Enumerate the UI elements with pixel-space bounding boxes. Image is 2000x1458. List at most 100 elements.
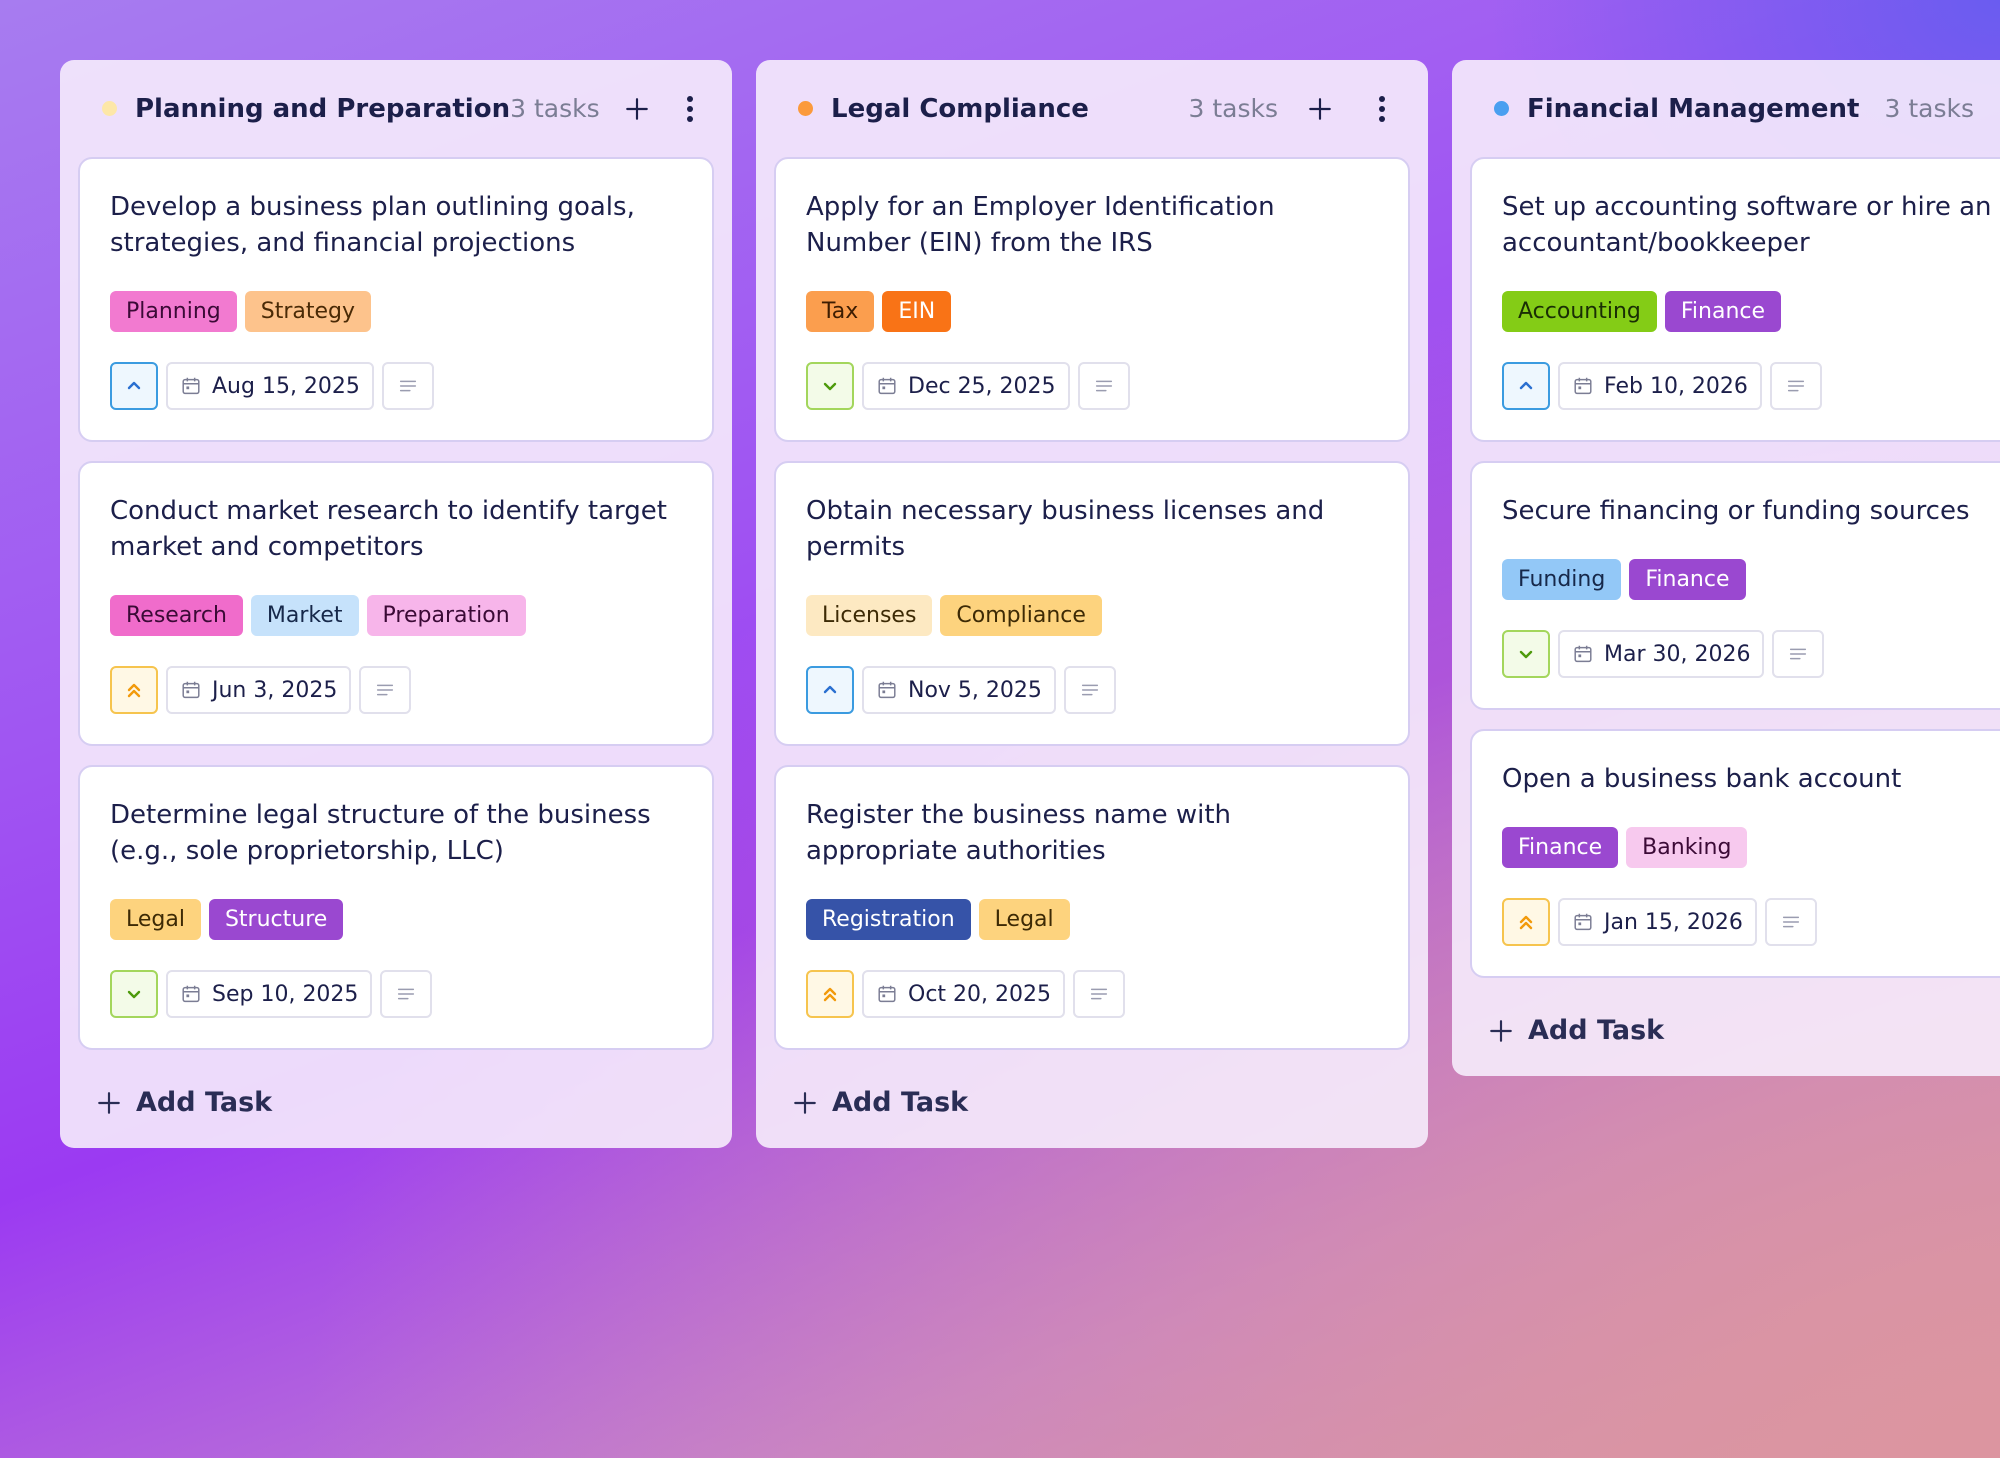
tag-list: Registration Legal [806, 899, 1378, 940]
column: Planning and Preparation 3 tasks Develop a… [60, 60, 732, 1148]
plus-icon [96, 1090, 122, 1116]
task-card[interactable]: Obtain necessary business licenses and p… [774, 461, 1410, 746]
task-card[interactable]: Develop a business plan outlining goals,… [78, 157, 714, 442]
priority-icon[interactable] [1502, 630, 1550, 678]
task-count: 3 tasks [1884, 94, 1974, 123]
notes-button[interactable] [1063, 666, 1116, 714]
card-footer: Sep 10, 2025 [110, 970, 682, 1018]
add-task[interactable]: Add Task [1470, 997, 2000, 1046]
task-title: Secure financing or funding sources [1502, 496, 1970, 526]
status-dot [798, 101, 813, 116]
calendar-icon [876, 375, 898, 397]
status-dot [102, 101, 117, 116]
column-header: Legal Compliance 3 tasks [774, 60, 1410, 157]
notes-button[interactable] [1769, 362, 1822, 410]
date-text: Feb 10, 2026 [1604, 373, 1748, 399]
add-task-label: Add Task [1528, 1015, 1665, 1046]
task-count: 3 tasks [510, 94, 600, 123]
date-text: Jan 15, 2026 [1604, 909, 1743, 935]
card-footer: Mar 30, 2026 [1502, 630, 2000, 678]
column-header: Financial Management 3 tasks [1470, 60, 2000, 157]
menu-button[interactable] [1362, 89, 1402, 129]
task-card[interactable]: Apply for an Employer Identification Num… [774, 157, 1410, 442]
due-date[interactable]: Feb 10, 2026 [1558, 362, 1762, 410]
calendar-icon [876, 983, 898, 1005]
add-button[interactable] [1300, 89, 1340, 129]
add-task-label: Add Task [832, 1087, 969, 1118]
tag: Preparation [366, 595, 526, 636]
add-button[interactable] [1996, 89, 2000, 129]
task-title: Determine legal structure of the busines… [110, 800, 651, 866]
priority-icon[interactable] [806, 362, 854, 410]
calendar-icon [876, 679, 898, 701]
tag: Structure [208, 899, 344, 940]
column-title: Legal Compliance [831, 93, 1089, 124]
tag: Market [250, 595, 359, 636]
priority-icon[interactable] [110, 666, 158, 714]
add-task-label: Add Task [136, 1087, 273, 1118]
tag-list: Finance Banking [1502, 827, 2000, 868]
calendar-icon [1572, 643, 1594, 665]
tag: Tax [806, 291, 875, 332]
card-footer: Feb 10, 2026 [1502, 362, 2000, 410]
priority-icon[interactable] [110, 970, 158, 1018]
calendar-icon [180, 983, 202, 1005]
notes-button[interactable] [380, 970, 433, 1018]
tag: Finance [1664, 291, 1782, 332]
task-card[interactable]: Conduct market research to identify targ… [78, 461, 714, 746]
tag-list: Accounting Finance [1502, 291, 2000, 332]
task-title: Develop a business plan outlining goals,… [110, 192, 635, 258]
due-date[interactable]: Jan 15, 2026 [1558, 898, 1757, 946]
date-text: Nov 5, 2025 [908, 677, 1042, 703]
tag: Funding [1502, 559, 1622, 600]
priority-icon[interactable] [1502, 362, 1550, 410]
task-count: 3 tasks [1188, 94, 1278, 123]
due-date[interactable]: Mar 30, 2026 [1558, 630, 1765, 678]
notes-button[interactable] [381, 362, 434, 410]
date-text: Mar 30, 2026 [1604, 641, 1751, 667]
plus-icon [792, 1090, 818, 1116]
priority-icon[interactable] [110, 362, 158, 410]
card-footer: Nov 5, 2025 [806, 666, 1378, 714]
due-date[interactable]: Jun 3, 2025 [166, 666, 352, 714]
task-card[interactable]: Set up accounting software or hire an ac… [1470, 157, 2000, 442]
tag: Legal [978, 899, 1070, 940]
card-footer: Oct 20, 2025 [806, 970, 1378, 1018]
due-date[interactable]: Dec 25, 2025 [862, 362, 1070, 410]
column: Legal Compliance 3 tasks Apply for an Empl… [756, 60, 1428, 1148]
add-task[interactable]: Add Task [774, 1069, 1410, 1118]
task-card[interactable]: Open a business bank account Finance Banki… [1470, 729, 2000, 978]
priority-icon[interactable] [1502, 898, 1550, 946]
tag-list: Legal Structure [110, 899, 682, 940]
task-card[interactable]: Determine legal structure of the busines… [78, 765, 714, 1050]
add-task[interactable]: Add Task [78, 1069, 714, 1118]
calendar-icon [180, 375, 202, 397]
calendar-icon [1572, 375, 1594, 397]
tag: Finance [1502, 827, 1619, 868]
due-date[interactable]: Sep 10, 2025 [166, 970, 373, 1018]
notes-button[interactable] [1077, 362, 1130, 410]
priority-icon[interactable] [806, 666, 854, 714]
notes-button[interactable] [1772, 630, 1825, 678]
tag: Finance [1629, 559, 1746, 600]
plus-icon [1488, 1018, 1514, 1044]
notes-button[interactable] [1764, 898, 1817, 946]
due-date[interactable]: Aug 15, 2025 [166, 362, 374, 410]
tag: EIN [882, 291, 952, 332]
column-title: Planning and Preparation [135, 93, 511, 124]
card-footer: Jun 3, 2025 [110, 666, 682, 714]
menu-button[interactable] [675, 89, 706, 129]
add-button[interactable] [622, 89, 653, 129]
due-date[interactable]: Nov 5, 2025 [862, 666, 1056, 714]
tag-list: Licenses Compliance [806, 595, 1378, 636]
due-date[interactable]: Oct 20, 2025 [862, 970, 1065, 1018]
notes-button[interactable] [1073, 970, 1125, 1018]
notes-button[interactable] [359, 666, 412, 714]
task-title: Register the business name with appropri… [806, 800, 1231, 866]
column-title: Financial Management [1527, 93, 1860, 124]
task-card[interactable]: Secure financing or funding sources Fundi… [1470, 461, 2000, 710]
tag: Licenses [806, 595, 933, 636]
task-card[interactable]: Register the business name with appropri… [774, 765, 1410, 1050]
priority-icon[interactable] [806, 970, 854, 1018]
